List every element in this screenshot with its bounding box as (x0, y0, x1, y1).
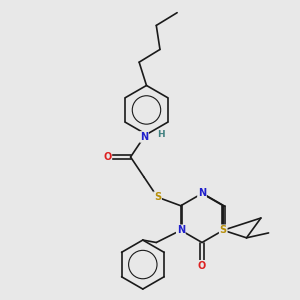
Text: S: S (220, 225, 227, 235)
Text: N: N (177, 225, 185, 235)
Text: N: N (140, 132, 148, 142)
Text: O: O (103, 152, 111, 162)
Text: O: O (198, 261, 206, 271)
Text: S: S (154, 192, 161, 202)
Text: H: H (158, 130, 165, 139)
Text: N: N (198, 188, 206, 199)
